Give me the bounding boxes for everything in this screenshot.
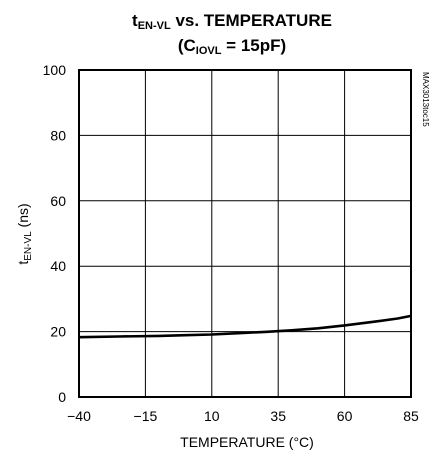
x-tick-label: −15 (134, 408, 158, 424)
y-axis-label: tEN-VL (ns) (15, 203, 34, 264)
y-tick-label: 20 (50, 324, 66, 340)
x-tick-label: 10 (204, 408, 220, 424)
y-tick-label: 40 (50, 258, 66, 274)
x-tick-label: −40 (67, 408, 91, 424)
plot-frame (78, 69, 412, 398)
y-tick-labels: 0 20 40 60 80 100 (43, 62, 67, 405)
part-number-label: MAX3013toc15 (421, 72, 430, 127)
series-line (78, 314, 412, 339)
grid (79, 70, 411, 397)
y-tick-label: 80 (50, 127, 66, 143)
chart-title-line1: tEN-VL vs. TEMPERATURE (132, 11, 332, 32)
x-tick-label: 85 (403, 408, 419, 424)
x-tick-label: 60 (337, 408, 353, 424)
y-tick-label: 60 (50, 193, 66, 209)
chart-title-line2: (CIOVL = 15pF) (178, 36, 286, 57)
x-tick-labels: −40 −15 10 35 60 85 (67, 408, 419, 424)
x-axis-label: TEMPERATURE (°C) (180, 434, 314, 450)
series-group (78, 314, 412, 339)
x-tick-label: 35 (270, 408, 286, 424)
y-tick-label: 0 (58, 389, 66, 405)
y-tick-label: 100 (43, 62, 67, 78)
